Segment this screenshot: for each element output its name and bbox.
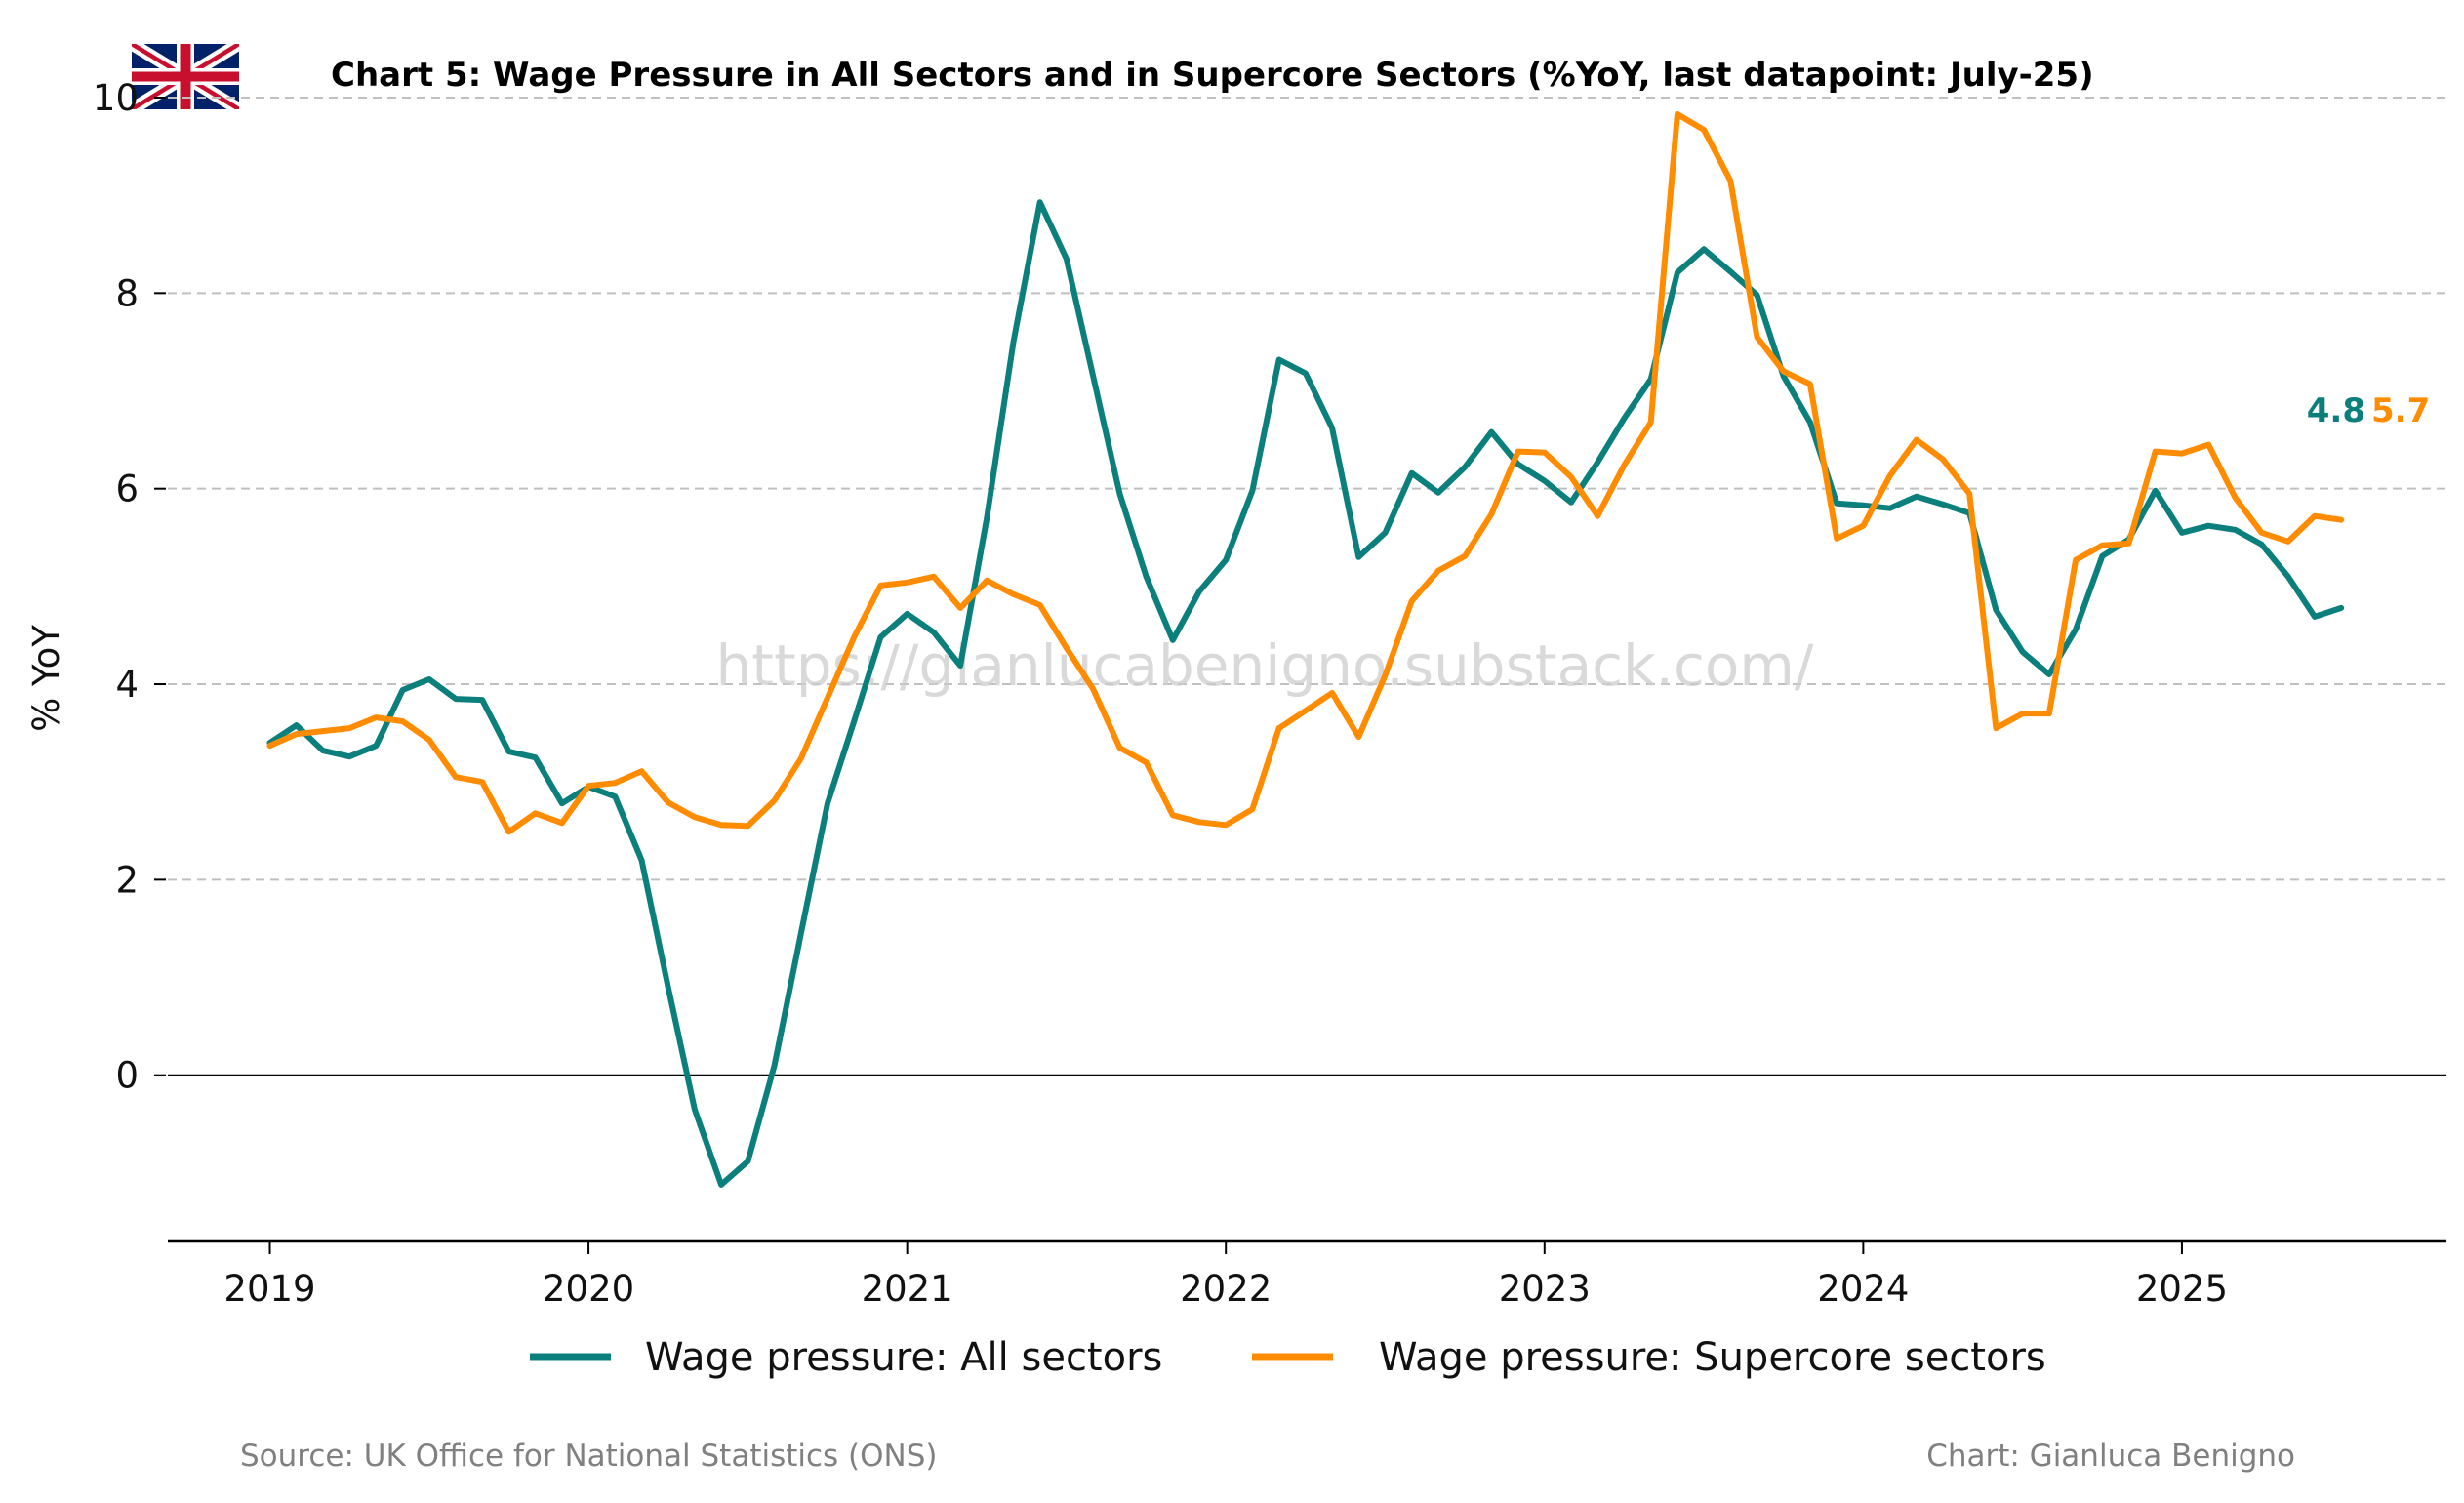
series-lines [266,111,2345,1188]
series-line-supercore [266,111,2345,835]
x-tick-label: 2019 [223,1268,315,1310]
legend: Wage pressure: All sectors Wage pressure… [530,1335,2046,1380]
x-tick-label: 2024 [1817,1268,1909,1310]
legend-label-supercore: Wage pressure: Supercore sectors [1379,1335,2046,1380]
end-label-supercore: 5.7 [2371,391,2430,430]
y-axis-ticks: 0 2 4 6 8 10 [93,77,166,1097]
y-tick-label: 8 [115,272,139,314]
source-note: Source: UK Office for National Statistic… [240,1439,938,1474]
y-tick-label: 4 [115,664,139,706]
chart-title: Chart 5: Wage Pressure in All Sectors an… [331,56,2094,95]
x-tick-label: 2023 [1499,1268,1591,1310]
series-line-all-sectors [266,199,2345,1188]
x-tick-label: 2025 [2136,1268,2228,1310]
y-axis-label: % YoY [25,625,67,732]
x-tick-label: 2021 [862,1268,953,1310]
y-tick-label: 6 [115,468,139,510]
x-tick-label: 2020 [543,1268,634,1310]
uk-flag-icon [132,44,239,109]
gridlines [168,97,2446,1076]
x-axis-ticks: 2019 2020 2021 2022 2023 2024 2025 [223,1241,2228,1310]
x-tick-label: 2022 [1180,1268,1272,1310]
y-tick-label: 0 [115,1055,139,1097]
watermark: https://gianlucabenigno.substack.com/ [716,632,1814,699]
legend-label-all-sectors: Wage pressure: All sectors [645,1335,1162,1380]
y-tick-label: 10 [93,77,139,119]
y-tick-label: 2 [115,859,139,901]
chart-credit: Chart: Gianluca Benigno [1926,1439,2295,1474]
end-label-all-sectors: 4.8 [2307,391,2365,430]
